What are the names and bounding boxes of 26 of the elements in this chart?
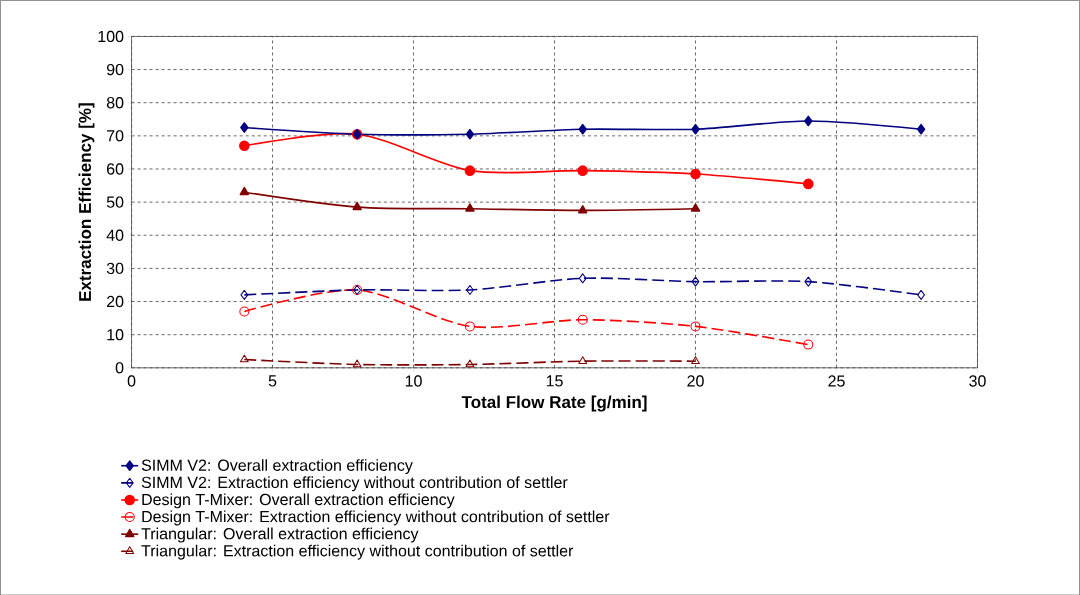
legend-label: Triangular: Extraction efficiency without contribution of settler bbox=[141, 544, 574, 560]
x-tick-label: 0 bbox=[127, 375, 136, 387]
y-tick-label: 60 bbox=[107, 163, 124, 175]
y-tick-label: 80 bbox=[106, 96, 124, 109]
y-tick-label: 10 bbox=[107, 328, 124, 341]
x-tick-label: 15 bbox=[546, 375, 563, 387]
legend-label: SIMM V2: Overall extraction efficiency bbox=[141, 458, 413, 474]
legend-label: Design T-Mixer: Overall extraction efficiency bbox=[142, 493, 455, 509]
y-tick-label: 70 bbox=[107, 129, 124, 142]
x-tick-label: 30 bbox=[969, 375, 986, 387]
x-axis-title: Total Flow Rate [g/min] bbox=[461, 395, 647, 412]
y-tick-label: 40 bbox=[106, 229, 124, 241]
x-tick-label: 10 bbox=[405, 375, 422, 387]
x-tick-label: 5 bbox=[268, 375, 277, 387]
y-axis-title: Extraction Efficiency [%] bbox=[78, 103, 95, 301]
y-tick-label: 20 bbox=[107, 295, 124, 307]
y-tick-label: 90 bbox=[106, 63, 124, 76]
y-tick-label: 100 bbox=[98, 30, 124, 42]
y-tick-label: 30 bbox=[106, 262, 124, 274]
y-tick-label: 50 bbox=[106, 196, 124, 208]
legend-label: Triangular: Overall extraction efficiency bbox=[141, 527, 419, 543]
x-tick-label: 20 bbox=[687, 375, 704, 387]
x-tick-label: 25 bbox=[828, 375, 845, 387]
legend-label: SIMM V2: Extraction efficiency without contribution of settler bbox=[141, 476, 568, 491]
y-tick-label: 0 bbox=[115, 361, 124, 374]
legend-label: Design T-Mixer: Extraction efficiency without contribution of settler bbox=[142, 510, 610, 526]
